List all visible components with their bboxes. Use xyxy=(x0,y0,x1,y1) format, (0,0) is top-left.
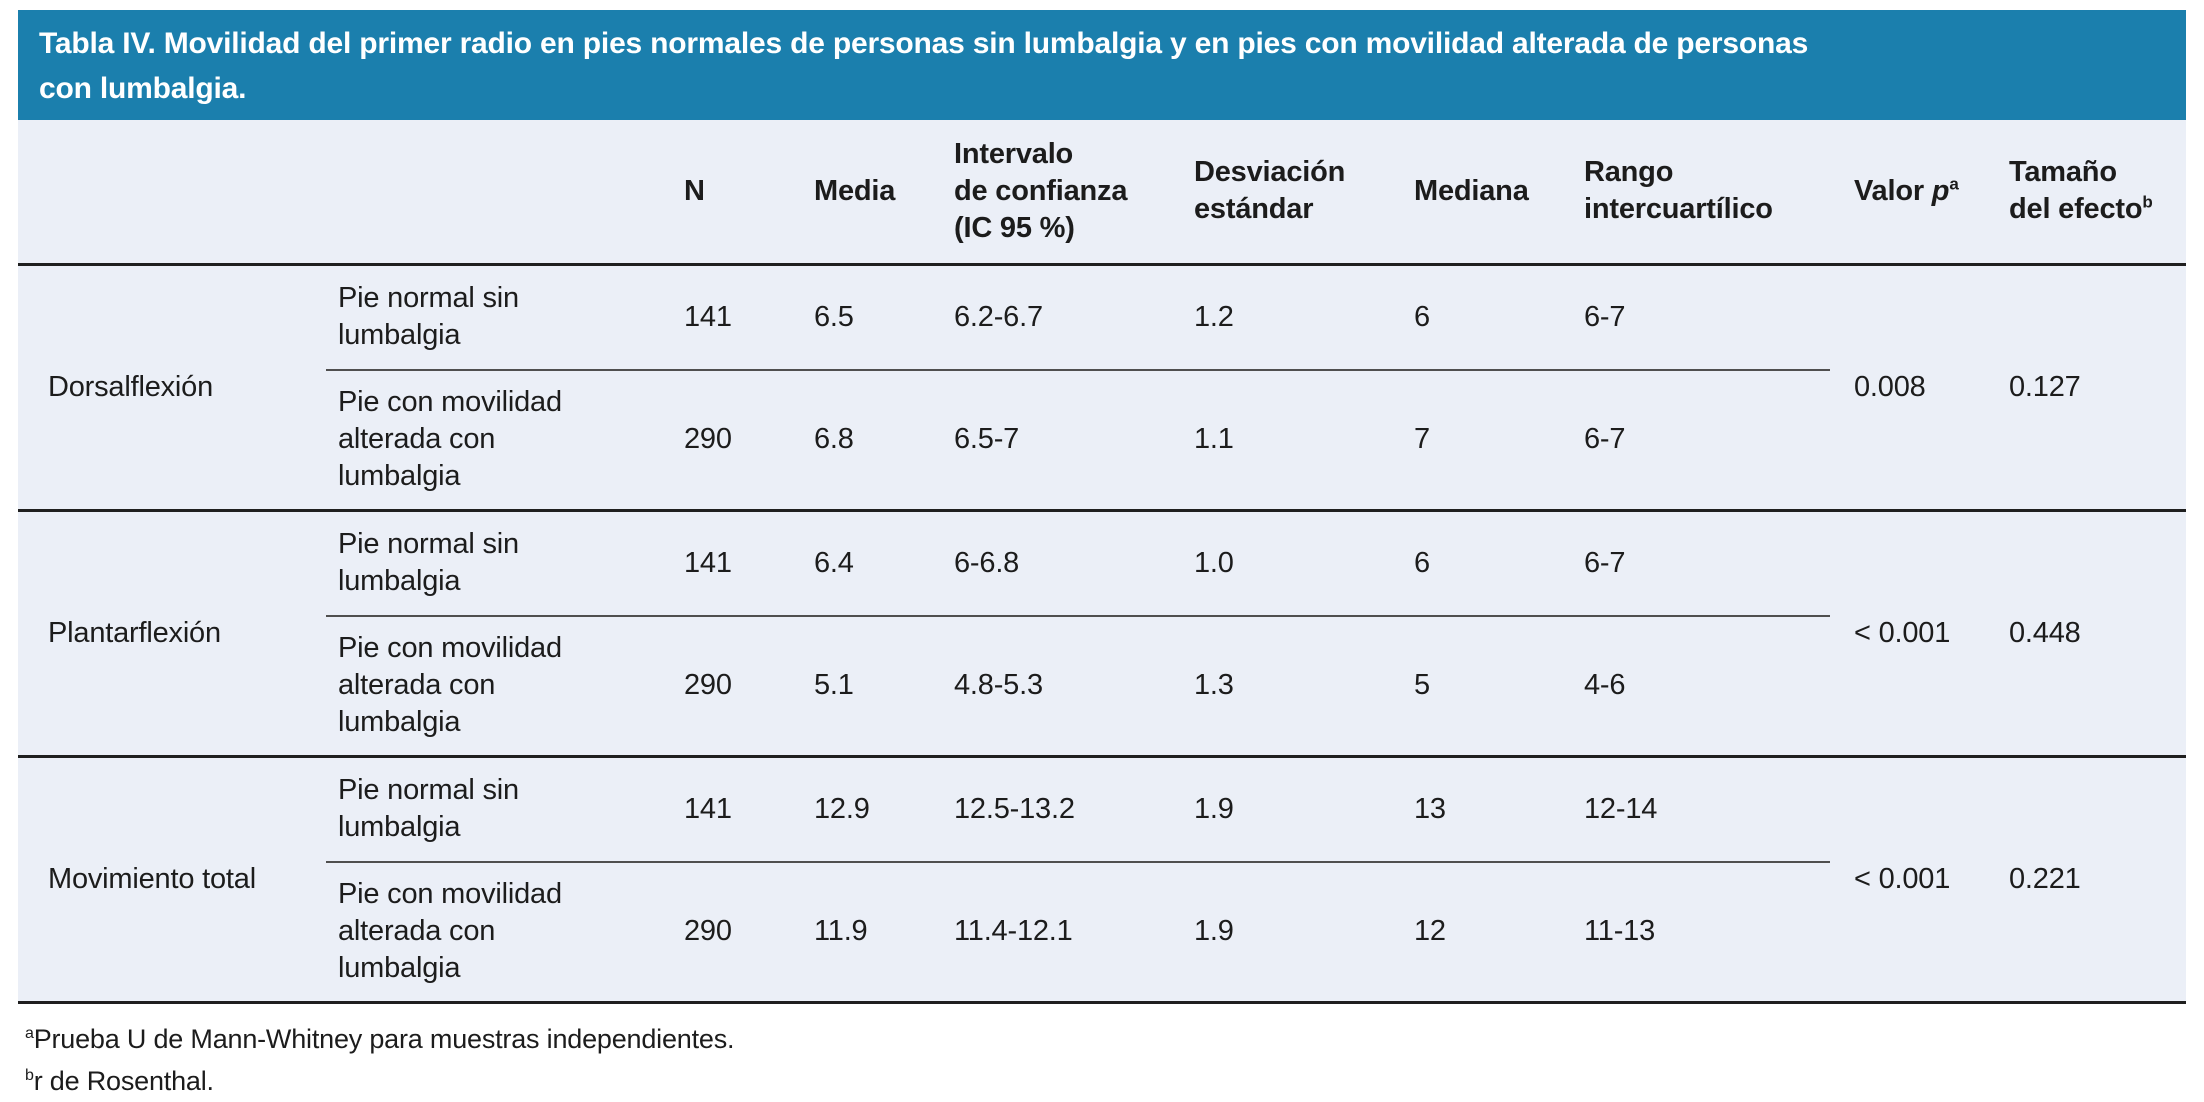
cell-subgroup: Pie con movilidad alterada con lumbalgia xyxy=(326,862,660,1004)
col-header-mediana: Mediana xyxy=(1390,120,1560,266)
group-label: Movimiento total xyxy=(18,756,326,1004)
cell-intervalo: 6-6.8 xyxy=(930,510,1170,617)
col-header-desviacion: Desviación estándar xyxy=(1170,120,1390,266)
footnotes: aPrueba U de Mann-Whitney para muestras … xyxy=(18,1003,2186,1102)
col-header-movement xyxy=(18,120,326,266)
table-title: Tabla IV. Movilidad del primer radio en … xyxy=(39,27,1809,105)
col-header-valor-p: Valor pa xyxy=(1830,120,1985,266)
cell-mediana: 13 xyxy=(1390,756,1560,863)
cell-desviacion: 1.9 xyxy=(1170,862,1390,1004)
cell-n: 290 xyxy=(660,616,790,758)
cell-tamano-efecto: 0.448 xyxy=(1985,510,2186,758)
col-header-rango: Rango intercuartílico xyxy=(1560,120,1830,266)
cell-rango: 11-13 xyxy=(1560,862,1830,1004)
footnote-a: aPrueba U de Mann-Whitney para muestras … xyxy=(25,1023,735,1054)
cell-subgroup: Pie con movilidad alterada con lumbalgia xyxy=(326,370,660,512)
table-row: Plantarflexión Pie normal sin lumbalgia … xyxy=(18,510,2186,758)
cell-valor-p: < 0.001 xyxy=(1830,756,1985,1004)
cell-valor-p: < 0.001 xyxy=(1830,510,1985,758)
cell-media: 6.4 xyxy=(790,510,930,617)
cell-subgroup: Pie normal sin lumbalgia xyxy=(326,510,660,617)
cell-intervalo: 6.5-7 xyxy=(930,370,1170,512)
cell-tamano-efecto: 0.221 xyxy=(1985,756,2186,1004)
cell-desviacion: 1.3 xyxy=(1170,616,1390,758)
header-row: N Media Intervalo de confianza (IC 95 %)… xyxy=(18,120,2186,266)
table-figure: Tabla IV. Movilidad del primer radio en … xyxy=(18,10,2186,1102)
table-row: Dorsalflexión Pie normal sin lumbalgia 1… xyxy=(18,264,2186,512)
table-row: Movimiento total Pie normal sin lumbalgi… xyxy=(18,756,2186,1004)
cell-intervalo: 6.2-6.7 xyxy=(930,264,1170,371)
cell-mediana: 6 xyxy=(1390,264,1560,371)
cell-desviacion: 1.2 xyxy=(1170,264,1390,371)
cell-rango: 6-7 xyxy=(1560,370,1830,512)
table-row: Pie con movilidad alterada con lumbalgia… xyxy=(18,616,2186,758)
cell-desviacion: 1.1 xyxy=(1170,370,1390,512)
group-label: Dorsalflexión xyxy=(18,264,326,512)
cell-n: 290 xyxy=(660,862,790,1004)
cell-intervalo: 4.8-5.3 xyxy=(930,616,1170,758)
cell-desviacion: 1.9 xyxy=(1170,756,1390,863)
col-header-tamano: Tamaño del efectob xyxy=(1985,120,2186,266)
cell-rango: 12-14 xyxy=(1560,756,1830,863)
col-header-foot-type xyxy=(326,120,660,266)
cell-subgroup: Pie normal sin lumbalgia xyxy=(326,264,660,371)
cell-valor-p: 0.008 xyxy=(1830,264,1985,512)
cell-mediana: 7 xyxy=(1390,370,1560,512)
cell-mediana: 12 xyxy=(1390,862,1560,1004)
footnote-b: br de Rosenthal. xyxy=(25,1065,214,1096)
cell-mediana: 6 xyxy=(1390,510,1560,617)
cell-intervalo: 12.5-13.2 xyxy=(930,756,1170,863)
cell-mediana: 5 xyxy=(1390,616,1560,758)
cell-n: 141 xyxy=(660,756,790,863)
cell-n: 141 xyxy=(660,264,790,371)
cell-subgroup: Pie normal sin lumbalgia xyxy=(326,756,660,863)
cell-desviacion: 1.0 xyxy=(1170,510,1390,617)
cell-rango: 6-7 xyxy=(1560,264,1830,371)
cell-media: 6.8 xyxy=(790,370,930,512)
cell-intervalo: 11.4-12.1 xyxy=(930,862,1170,1004)
table-title-bar: Tabla IV. Movilidad del primer radio en … xyxy=(18,10,2186,120)
cell-n: 290 xyxy=(660,370,790,512)
col-header-intervalo: Intervalo de confianza (IC 95 %) xyxy=(930,120,1170,266)
cell-subgroup: Pie con movilidad alterada con lumbalgia xyxy=(326,616,660,758)
data-table: N Media Intervalo de confianza (IC 95 %)… xyxy=(18,120,2186,1004)
cell-media: 11.9 xyxy=(790,862,930,1004)
cell-n: 141 xyxy=(660,510,790,617)
group-label: Plantarflexión xyxy=(18,510,326,758)
col-header-n: N xyxy=(660,120,790,266)
table-row: Pie con movilidad alterada con lumbalgia… xyxy=(18,862,2186,1004)
cell-media: 6.5 xyxy=(790,264,930,371)
cell-rango: 4-6 xyxy=(1560,616,1830,758)
col-header-media: Media xyxy=(790,120,930,266)
cell-media: 12.9 xyxy=(790,756,930,863)
cell-tamano-efecto: 0.127 xyxy=(1985,264,2186,512)
cell-rango: 6-7 xyxy=(1560,510,1830,617)
table-row: Pie con movilidad alterada con lumbalgia… xyxy=(18,370,2186,512)
cell-media: 5.1 xyxy=(790,616,930,758)
